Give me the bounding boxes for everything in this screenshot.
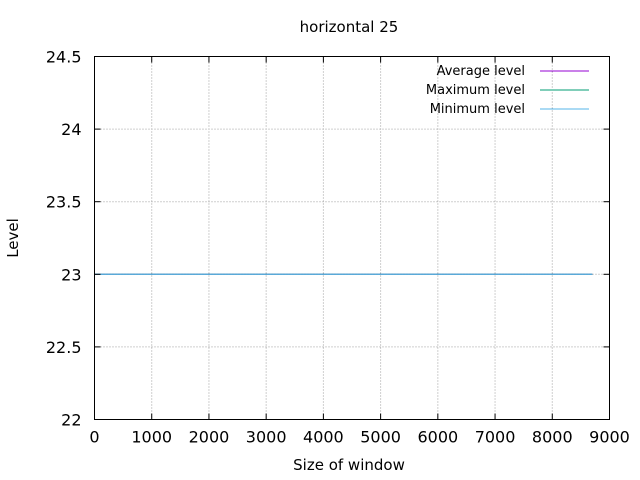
legend-label: Maximum level (426, 83, 525, 98)
y-tick-labels: 22 22.5 23 23.5 24 24.5 (46, 48, 82, 430)
x-tick-label: 4000 (303, 428, 344, 447)
grid-lines (94, 56, 610, 420)
x-axis-label: Size of window (293, 456, 405, 474)
x-tick-label: 9000 (589, 428, 630, 447)
x-tick-label: 1000 (131, 428, 172, 447)
y-axis-label: Level (4, 218, 22, 258)
y-tick-label: 24.5 (46, 48, 82, 67)
legend-label: Minimum level (430, 102, 525, 117)
plot-frame (94, 56, 610, 420)
chart-title: horizontal 25 (300, 18, 399, 36)
x-tick-labels: 0 1000 2000 3000 4000 5000 6000 7000 8000 9000 (89, 428, 629, 447)
tick-marks (94, 56, 610, 420)
legend-label: Average level (437, 64, 525, 79)
y-tick-label: 23.5 (46, 193, 82, 212)
x-tick-label: 3000 (246, 428, 287, 447)
y-tick-label: 22 (61, 411, 81, 430)
x-tick-label: 6000 (417, 428, 458, 447)
x-tick-label: 5000 (360, 428, 401, 447)
x-tick-label: 0 (89, 428, 99, 447)
y-tick-label: 22.5 (46, 338, 82, 357)
x-tick-label: 8000 (532, 428, 573, 447)
x-tick-label: 7000 (475, 428, 516, 447)
legend: Average level Maximum level Minimum level (426, 64, 589, 117)
y-tick-label: 23 (61, 265, 81, 284)
y-tick-label: 24 (61, 120, 81, 139)
x-tick-label: 2000 (189, 428, 230, 447)
